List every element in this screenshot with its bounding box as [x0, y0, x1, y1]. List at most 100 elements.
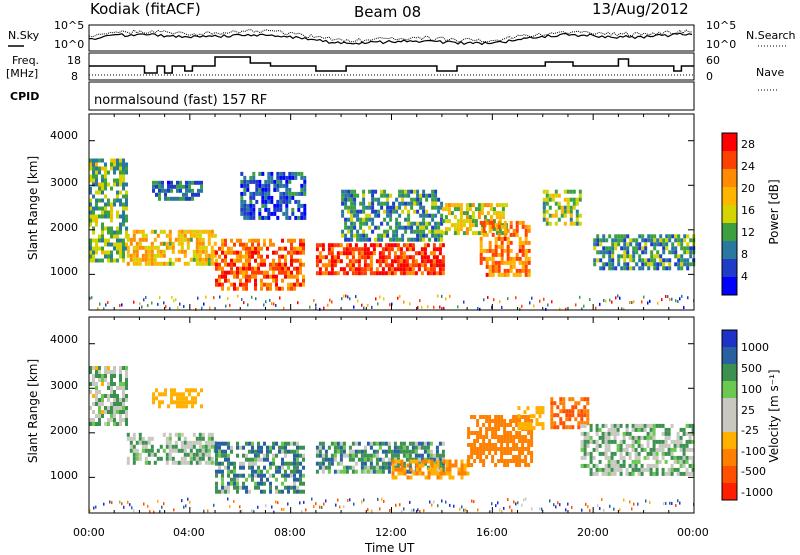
heatmap-cell — [207, 440, 211, 445]
velocity-panel — [88, 316, 695, 514]
clutter-cell — [163, 301, 165, 305]
heatmap-cell — [661, 439, 665, 444]
heatmap-cell — [419, 221, 423, 226]
heatmap-cell — [324, 453, 328, 458]
heatmap-cell — [488, 272, 492, 277]
heatmap-cell — [659, 262, 663, 267]
heatmap-cell — [506, 252, 510, 257]
heatmap-cell — [177, 448, 181, 453]
heatmap-cell — [110, 234, 113, 239]
heatmap-cell — [204, 452, 208, 457]
heatmap-cell — [629, 242, 633, 247]
heatmap-cell — [125, 166, 128, 171]
heatmap-cell — [198, 253, 202, 258]
heatmap-cell — [350, 193, 354, 198]
heatmap-cell — [122, 158, 125, 163]
clutter-cell — [525, 497, 527, 501]
heatmap-cell — [470, 455, 474, 459]
heatmap-cell — [119, 398, 122, 402]
heatmap-cell — [89, 174, 92, 179]
heatmap-cell — [354, 243, 358, 248]
heatmap-cell — [500, 252, 504, 257]
heatmap-cell — [125, 162, 128, 167]
heatmap-cell — [362, 217, 366, 222]
clutter-cell — [649, 500, 651, 504]
heatmap-cell — [150, 261, 154, 266]
heatmap-cell — [98, 206, 101, 211]
heatmap-cell — [221, 238, 224, 243]
heatmap-cell — [586, 417, 590, 422]
heatmap-cell — [251, 461, 254, 466]
heatmap-cell — [119, 250, 122, 255]
heatmap-cell — [161, 400, 164, 405]
heatmap-cell — [631, 435, 635, 440]
heatmap-cell — [302, 278, 305, 283]
heatmap-cell — [664, 439, 668, 444]
heatmap-cell — [339, 243, 343, 248]
heatmap-cell — [270, 179, 274, 184]
heatmap-cell — [132, 249, 136, 254]
heatmap-cell — [494, 423, 498, 427]
heatmap-cell — [341, 213, 345, 218]
heatmap-cell — [480, 211, 484, 216]
heatmap-cell — [626, 246, 630, 251]
heatmap-cell — [429, 271, 433, 276]
heatmap-cell — [242, 286, 245, 291]
heatmap-cell — [610, 423, 614, 428]
heatmap-cell — [138, 436, 142, 441]
heatmap-cell — [586, 409, 590, 414]
clutter-cell — [521, 503, 523, 507]
heatmap-cell — [113, 414, 116, 418]
heatmap-cell — [252, 203, 256, 208]
heatmap-cell — [116, 422, 119, 426]
heatmap-cell — [147, 253, 151, 258]
heatmap-cell — [98, 186, 101, 191]
heatmap-cell — [482, 439, 486, 443]
heatmap-cell — [191, 400, 194, 405]
heatmap-cell — [652, 471, 656, 476]
heatmap-cell — [635, 262, 639, 267]
heatmap-cell — [284, 441, 287, 446]
heatmap-cell — [375, 449, 379, 454]
clutter-cell — [375, 297, 377, 301]
heatmap-cell — [248, 250, 251, 255]
heatmap-cell — [440, 217, 444, 222]
clutter-cell — [599, 507, 601, 510]
heatmap-cell — [296, 266, 299, 271]
noise-axis-top-left: 10^5 — [54, 19, 85, 32]
heatmap-cell — [171, 444, 175, 449]
heatmap-cell — [245, 250, 248, 255]
heatmap-cell — [434, 229, 438, 234]
heatmap-cell — [538, 410, 542, 415]
heatmap-cell — [92, 170, 95, 175]
clutter-cell — [463, 300, 465, 304]
heatmap-cell — [518, 455, 522, 459]
heatmap-cell — [589, 435, 593, 440]
heatmap-cell — [554, 201, 558, 206]
heatmap-cell — [119, 222, 122, 227]
heatmap-cell — [419, 233, 423, 238]
heatmap-cell — [195, 257, 199, 262]
heatmap-cell — [135, 452, 139, 457]
colorbar-segment — [722, 381, 737, 398]
clutter-cell — [433, 500, 435, 504]
heatmap-cell — [408, 271, 412, 276]
heatmap-cell — [580, 447, 584, 452]
heatmap-cell — [269, 266, 272, 271]
heatmap-cell — [405, 457, 409, 462]
heatmap-cell — [119, 182, 122, 187]
clutter-cell — [201, 306, 203, 310]
heatmap-cell — [95, 422, 98, 426]
velocity-axis — [88, 317, 695, 513]
clutter-cell — [297, 301, 299, 305]
heatmap-cell — [577, 409, 581, 414]
heatmap-cell — [479, 248, 483, 253]
heatmap-cell — [542, 205, 546, 210]
heatmap-cell — [204, 229, 208, 234]
heatmap-cell — [116, 242, 119, 247]
heatmap-cell — [254, 286, 257, 291]
heatmap-cell — [245, 270, 248, 275]
heatmap-cell — [661, 471, 665, 476]
heatmap-cell — [397, 467, 401, 472]
heatmap-cell — [428, 237, 432, 242]
